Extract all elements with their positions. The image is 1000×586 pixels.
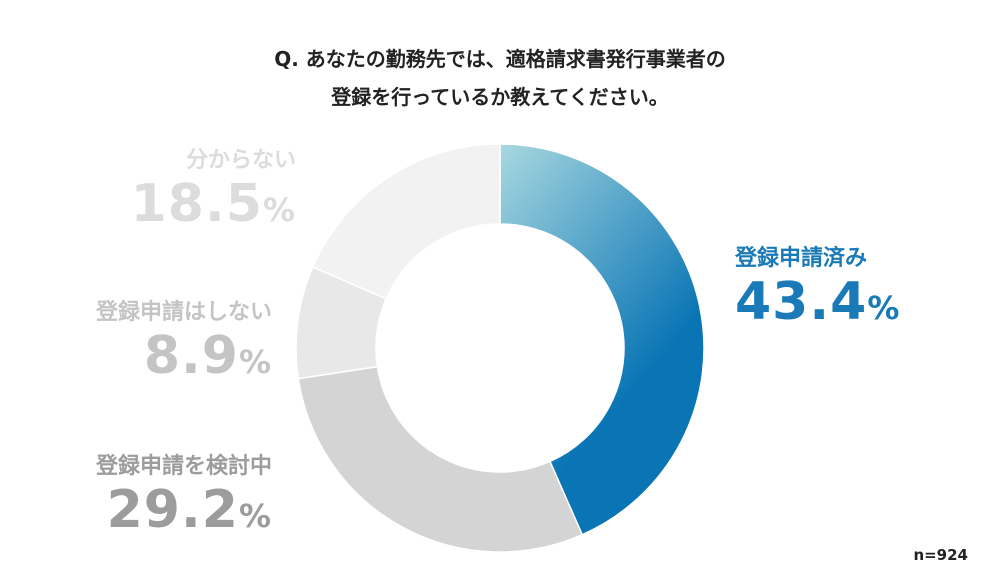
title-line-1: Q. あなたの勤務先では、適格請求書発行事業者の [274,47,726,71]
label-registered: 登録申請済み 43.4% [735,240,900,338]
slice-label-registered: 登録申請済み [735,246,868,271]
slice-unknown [311,143,501,300]
title-line-2: 登録を行っているか教えてください。 [331,85,669,109]
label-unknown: 分からない 18.5% [131,142,296,240]
slice-value-unknown: 18.5% [130,174,296,234]
chart-title: Q. あなたの勤務先では、適格請求書発行事業者の 登録を行っているか教えてくださ… [0,40,1000,116]
slice-value-not-registering: 8.9% [143,326,272,386]
label-not-registering: 登録申請はしない 8.9% [96,294,272,392]
sample-size: n=924 [913,546,968,564]
slice-value-considering: 29.2% [106,480,272,540]
slice-label-not-registering: 登録申請はしない [95,300,272,325]
label-considering: 登録申請を検討中 29.2% [96,448,272,546]
slice-registered [499,143,705,536]
slice-label-unknown: 分からない [185,148,296,173]
slice-value-registered: 43.4% [735,272,901,332]
slice-considering [297,365,584,553]
slice-label-considering: 登録申請を検討中 [95,454,272,479]
